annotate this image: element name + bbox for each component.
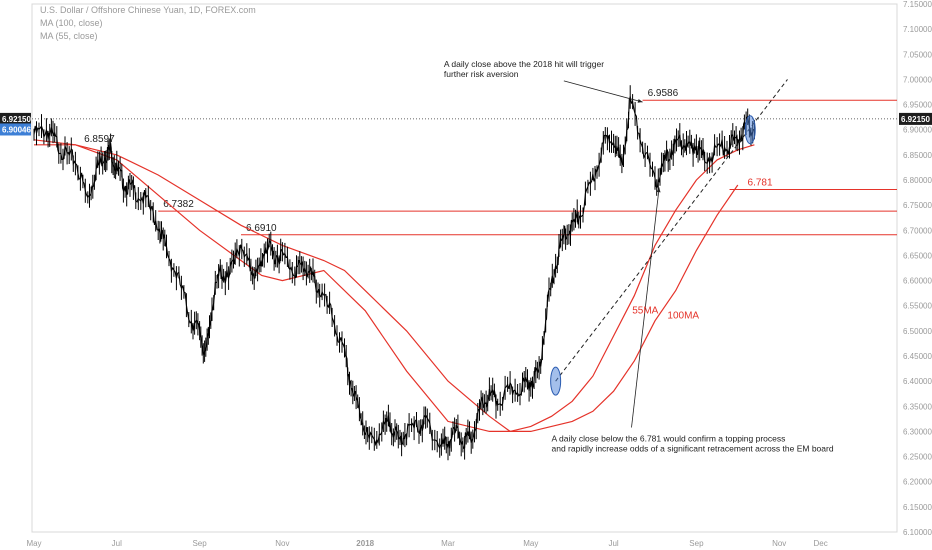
x-tick-label: Nov <box>772 539 786 548</box>
plot-frame <box>31 3 898 533</box>
y-axis: 7.15000 7.10000 7.05000 7.00000 6.95000 6.900… <box>903 0 932 537</box>
y-tick-label: 6.50000 <box>903 327 932 336</box>
chart-legend: U.S. Dollar / Offshore Chinese Yuan, 1D,… <box>40 4 256 43</box>
y-tick-label: 6.35000 <box>903 402 932 411</box>
annotation-arrowhead <box>656 187 661 193</box>
y-tick-label: 6.70000 <box>903 226 932 235</box>
y-tick-label: 6.10000 <box>903 528 932 537</box>
level-label: 6.9586 <box>648 88 679 99</box>
current-price-tag-bg <box>899 112 932 125</box>
level-label: 6.781 <box>748 178 773 189</box>
annotation-arrow <box>631 187 660 428</box>
current-ma-tag-left: 6.90046 <box>2 125 31 134</box>
y-tick-label: 6.15000 <box>903 503 932 512</box>
current-ma-tag-left-bg <box>0 123 31 136</box>
y-tick-label: 6.55000 <box>903 302 932 311</box>
annotation-arrow <box>563 80 643 103</box>
point-label: 6.8597 <box>84 134 115 145</box>
y-tick-label: 6.40000 <box>903 377 932 386</box>
y-tick-label: 6.85000 <box>903 151 932 160</box>
y-tick-label: 6.80000 <box>903 176 932 185</box>
y-tick-label: 6.65000 <box>903 251 932 260</box>
highlight-ellipse <box>744 115 756 145</box>
annotation-arrowhead <box>637 98 643 103</box>
annotation-text: A daily close above the 2018 hit will tr… <box>444 59 604 69</box>
y-tick-label: 6.75000 <box>903 201 932 210</box>
annotation-text: and rapidly increase odds of a significa… <box>552 443 834 453</box>
x-tick-label: May <box>26 539 41 548</box>
x-tick-label: Nov <box>275 539 289 548</box>
level-label: 6.6910 <box>246 223 277 234</box>
y-tick-label: 7.10000 <box>903 25 932 34</box>
annotation-text: A daily close below the 6.781 would conf… <box>552 433 786 443</box>
y-tick-label: 6.60000 <box>903 277 932 286</box>
ma-line <box>34 144 739 432</box>
ma-line <box>33 139 755 432</box>
current-price-tag-left: 6.92150 <box>2 115 31 124</box>
current-price-tag: 6.92150 <box>901 115 930 124</box>
y-tick-label: 7.00000 <box>903 75 932 84</box>
annotation-text: further risk aversion <box>444 69 519 79</box>
y-tick-label: 6.30000 <box>903 427 932 436</box>
y-tick-label: 7.15000 <box>903 0 932 9</box>
x-tick-label: Sep <box>192 539 207 548</box>
x-tick-label: Mar <box>441 539 455 548</box>
x-tick-label: May <box>523 539 538 548</box>
x-tick-label: Dec <box>813 539 827 548</box>
y-tick-label: 6.90000 <box>903 126 932 135</box>
highlight-ellipse <box>550 366 562 396</box>
annotation: A daily close above the 2018 hit will tr… <box>444 59 643 103</box>
y-tick-label: 6.95000 <box>903 101 932 110</box>
annotation: A daily close below the 6.781 would conf… <box>552 187 834 453</box>
y-tick-label: 7.05000 <box>903 50 932 59</box>
x-tick-label: 2018 <box>356 539 374 548</box>
y-tick-label: 6.25000 <box>903 453 932 462</box>
price-line <box>33 94 755 450</box>
chart-title: U.S. Dollar / Offshore Chinese Yuan, 1D,… <box>40 5 256 15</box>
y-tick-label: 6.20000 <box>903 478 932 487</box>
x-tick-label: Jul <box>112 539 122 548</box>
level-label: 6.7382 <box>163 199 194 210</box>
price-wicks <box>33 85 755 461</box>
x-tick-label: Jul <box>608 539 618 548</box>
x-axis: May Jul Sep Nov 2018 Mar May Jul Sep Nov Dec <box>26 539 827 548</box>
y-tick-label: 6.45000 <box>903 352 932 361</box>
ma-label: 100MA <box>667 310 699 321</box>
legend-ma-100: MA (100, close) <box>40 18 103 28</box>
current-price-tag-left-bg <box>0 112 31 125</box>
ma-label: 55MA <box>632 305 658 316</box>
x-tick-label: Sep <box>689 539 704 548</box>
legend-ma-55: MA (55, close) <box>40 31 98 41</box>
